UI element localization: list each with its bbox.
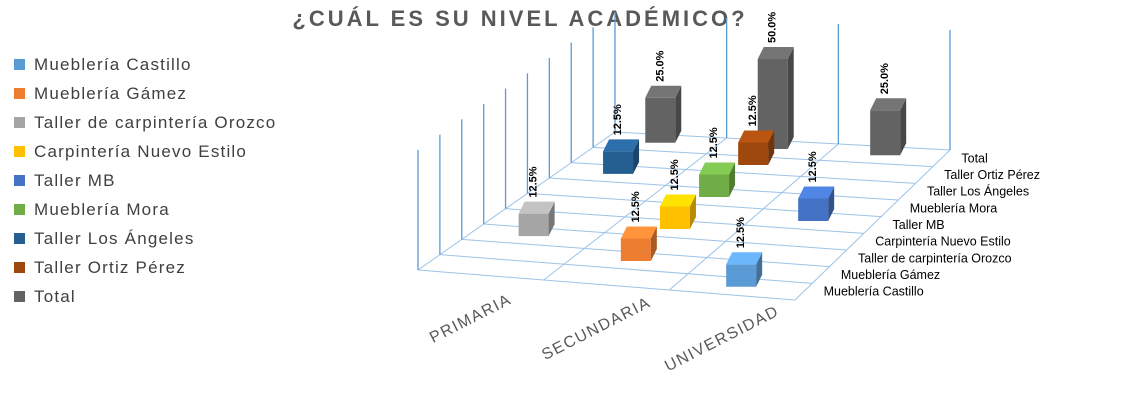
data-label-carpinteria-nuevo-estilo-secundaria: 12.5% <box>669 159 681 190</box>
legend-label: Taller de carpintería Orozco <box>34 112 277 132</box>
legend-item-taller-mb: Taller MB <box>14 166 276 195</box>
floor-gridline <box>417 131 616 271</box>
data-label-muebleria-castillo-universidad: 12.5% <box>735 217 747 248</box>
legend-label: Mueblería Castillo <box>34 54 192 74</box>
data-label-total-primaria: 25.0% <box>654 50 666 81</box>
depth-label-taller-mb: Taller MB <box>893 218 945 232</box>
legend-label: Mueblería Gámez <box>34 83 188 103</box>
chart-title: ¿CUÁL ES SU NIVEL ACADÉMICO? <box>292 6 748 31</box>
legend-swatch <box>14 204 25 215</box>
legend-label: Taller MB <box>34 170 116 190</box>
bar-total-primaria: 25.0% <box>645 50 682 143</box>
depth-label-taller-ortiz-perez: Taller Ortiz Pérez <box>944 168 1040 182</box>
category-label-secundaria: SECUNDARIA <box>539 294 654 364</box>
bar-total-universidad: 25.0% <box>870 63 907 156</box>
depth-label-muebleria-gamez: Mueblería Gámez <box>841 268 940 282</box>
bars: 25.0% 50.0% 25.0% 12.5% 12.5% 12.5% 12.5% 12.5%… <box>518 12 907 287</box>
legend-label: Total <box>34 286 76 306</box>
depth-label-taller-de-carpinteria-orozco: Taller de carpintería Orozco <box>858 251 1012 265</box>
legend-swatch <box>14 117 25 128</box>
bar-taller-de-carpinteria-orozco-primaria: 12.5% <box>518 166 555 237</box>
legend-label: Mueblería Mora <box>34 199 170 219</box>
legend-swatch <box>14 291 25 302</box>
data-label-taller-de-carpinteria-orozco-primaria: 12.5% <box>528 166 540 197</box>
depth-labels: Mueblería Castillo Mueblería Gámez Taller … <box>824 151 1040 298</box>
data-label-total-universidad: 25.0% <box>879 63 891 94</box>
legend-swatch <box>14 59 25 70</box>
depth-label-muebleria-castillo: Mueblería Castillo <box>824 285 924 299</box>
depth-label-carpinteria-nuevo-estilo: Carpintería Nuevo Estilo <box>875 235 1011 249</box>
legend-item-taller-de-carpinteria-orozco: Taller de carpintería Orozco <box>14 108 276 137</box>
floor-gridline <box>417 269 796 301</box>
data-label-total-secundaria: 50.0% <box>767 12 779 43</box>
category-labels: PRIMARIA SECUNDARIA UNIVERSIDAD <box>427 291 782 375</box>
bar-taller-los-angeles-primaria: 12.5% <box>603 104 640 174</box>
data-label-taller-ortiz-perez-secundaria: 12.5% <box>747 95 759 126</box>
legend-item-total: Total <box>14 282 276 311</box>
legend-swatch <box>14 175 25 186</box>
legend-swatch <box>14 262 25 273</box>
depth-label-muebleria-mora: Mueblería Mora <box>910 201 998 215</box>
bar-carpinteria-nuevo-estilo-secundaria: 12.5% <box>659 159 696 229</box>
legend-item-taller-los-angeles: Taller Los Ángeles <box>14 224 276 253</box>
category-label-primaria: PRIMARIA <box>427 291 514 347</box>
floor-gridline <box>543 137 727 281</box>
depth-label-total: Total <box>961 151 987 165</box>
legend-label: Taller Los Ángeles <box>34 228 195 248</box>
legend-item-carpinteria-nuevo-estilo: Carpintería Nuevo Estilo <box>14 137 276 166</box>
data-label-muebleria-mora-secundaria: 12.5% <box>708 127 720 158</box>
legend-item-taller-ortiz-perez: Taller Ortiz Pérez <box>14 253 276 282</box>
legend-item-muebleria-gamez: Mueblería Gámez <box>14 79 276 108</box>
bar-muebleria-mora-secundaria: 12.5% <box>699 127 736 197</box>
floor-gridline <box>669 143 839 291</box>
bar-taller-mb-universidad: 12.5% <box>798 151 835 221</box>
bar-muebleria-gamez-secundaria: 12.5% <box>620 191 657 261</box>
legend-swatch <box>14 88 25 99</box>
floor-gridline <box>794 149 951 301</box>
legend-item-muebleria-castillo: Mueblería Castillo <box>14 50 276 79</box>
data-label-taller-los-angeles-primaria: 12.5% <box>612 104 624 135</box>
legend-item-muebleria-mora: Mueblería Mora <box>14 195 276 224</box>
category-label-universidad: UNIVERSIDAD <box>662 303 782 375</box>
legend-label: Carpintería Nuevo Estilo <box>34 141 248 161</box>
bar-taller-ortiz-perez-secundaria: 12.5% <box>738 95 775 165</box>
depth-label-taller-los-angeles: Taller Los Ángeles <box>927 184 1029 199</box>
legend-swatch <box>14 146 25 157</box>
bar-muebleria-castillo-universidad: 12.5% <box>726 217 763 287</box>
bar-total-secundaria: 50.0% <box>757 12 794 149</box>
data-label-muebleria-gamez-secundaria: 12.5% <box>630 191 642 222</box>
legend-label: Taller Ortiz Pérez <box>34 257 186 277</box>
legend: Mueblería Castillo Mueblería Gámez Taller … <box>14 50 276 311</box>
legend-swatch <box>14 233 25 244</box>
data-label-taller-mb-universidad: 12.5% <box>807 151 819 182</box>
